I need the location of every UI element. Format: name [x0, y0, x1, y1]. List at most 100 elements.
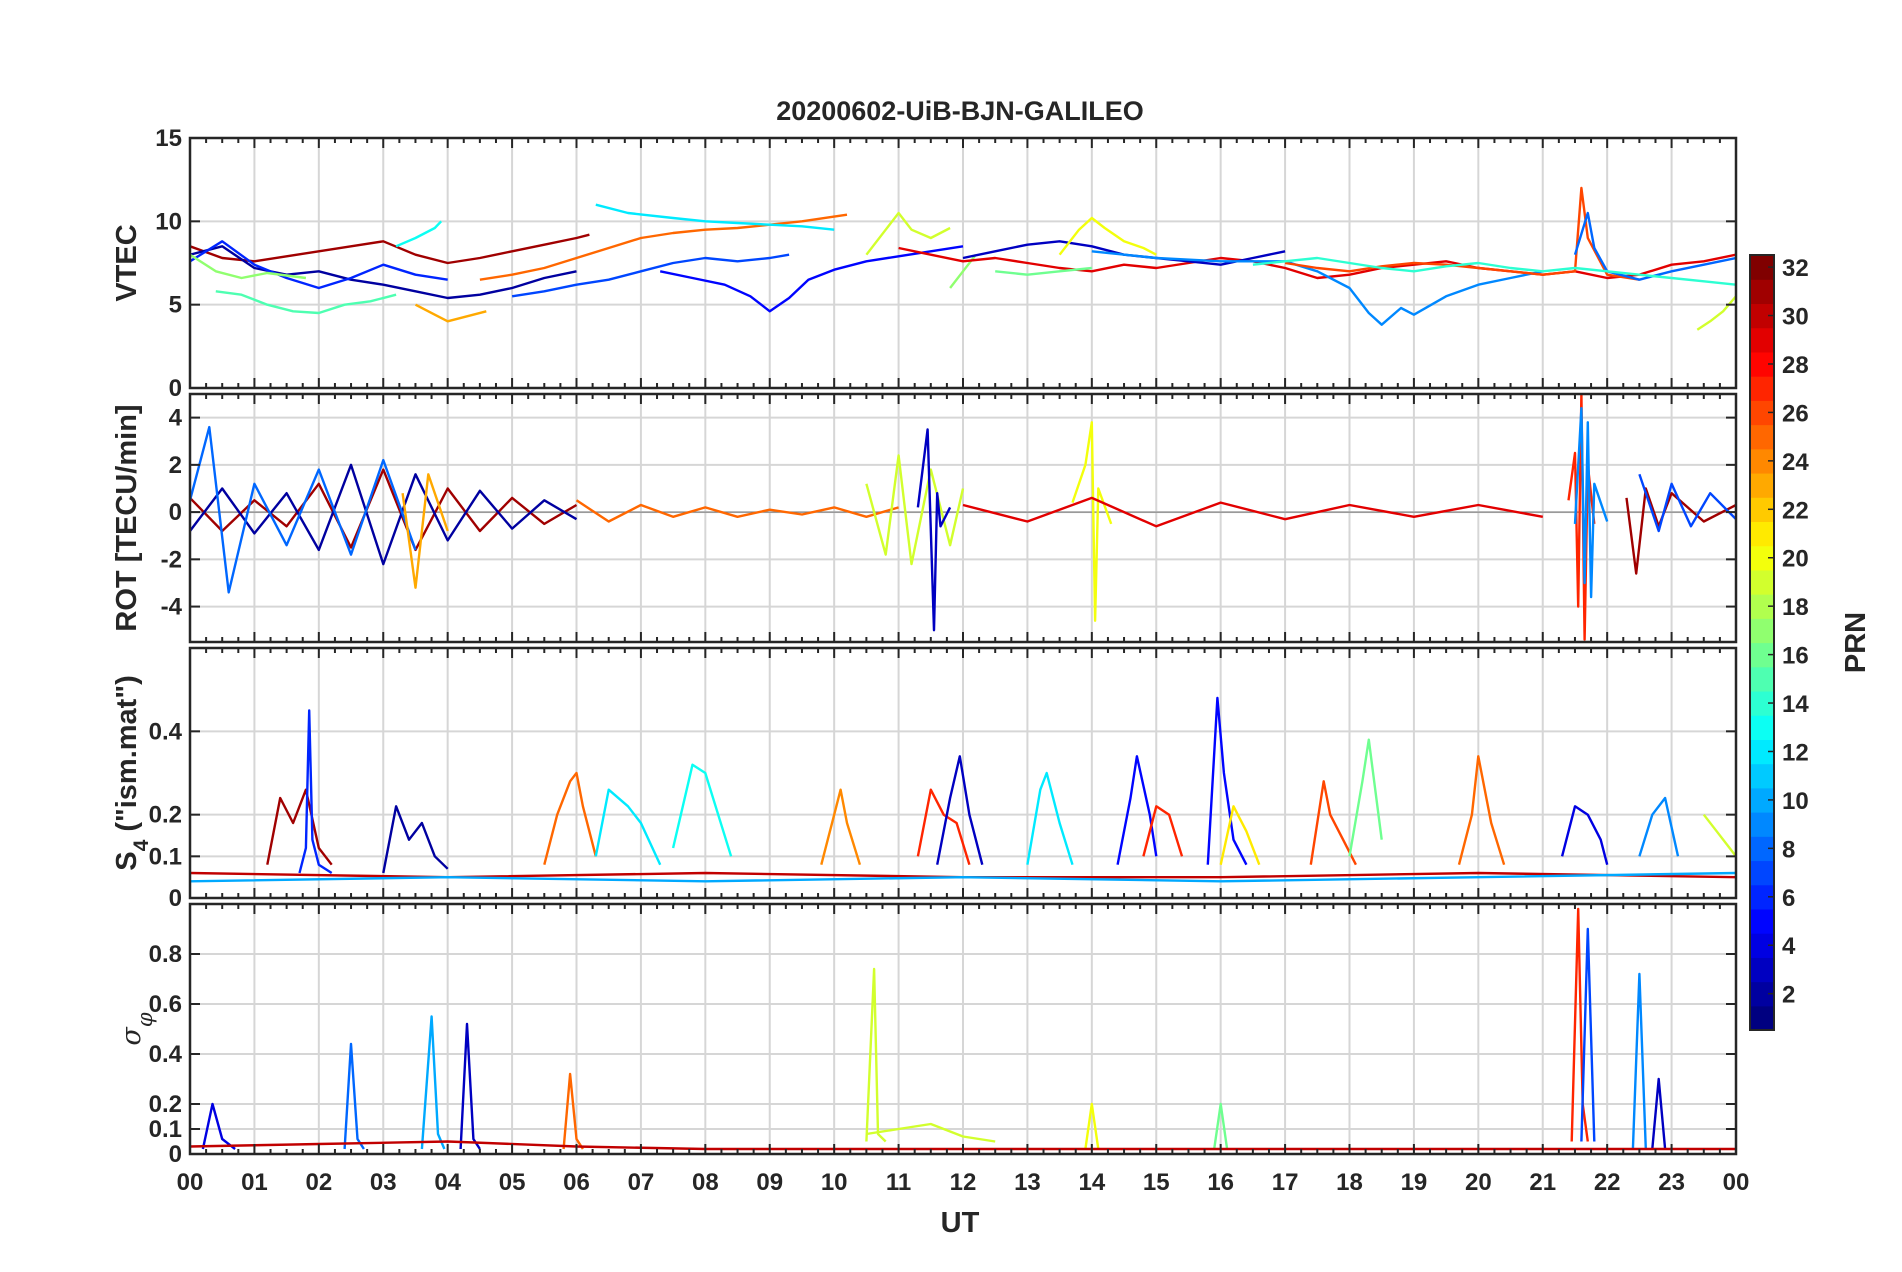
y-tick-label: 4	[169, 405, 183, 432]
y-tick-label: 10	[155, 208, 182, 235]
series-line-prn-31	[190, 468, 578, 552]
series-line-prn-8	[343, 1042, 365, 1150]
colorbar-segment	[1750, 666, 1774, 692]
series-line-prn-15	[215, 290, 397, 315]
series-line-prn-25	[1457, 755, 1506, 866]
x-tick-label: 13	[1014, 1169, 1041, 1196]
colorbar-tick-label: 32	[1782, 255, 1809, 282]
colorbar-segment	[1750, 424, 1774, 450]
series-line-prn-20	[1071, 421, 1113, 622]
x-tick-label: 02	[305, 1169, 332, 1196]
y-tick-label: 0.1	[149, 843, 182, 870]
series-line-prn-25	[543, 771, 597, 865]
x-tick-label: 03	[370, 1169, 397, 1196]
x-tick-label: 19	[1401, 1169, 1428, 1196]
colorbar-segment	[1750, 279, 1774, 305]
series-line-prn-26	[1284, 186, 1640, 281]
colorbar-segment	[1750, 957, 1774, 983]
colorbar-tick-label: 12	[1782, 739, 1809, 766]
x-tick-label: 14	[1078, 1169, 1105, 1196]
y-tick-label: 2	[169, 452, 182, 479]
x-tick-label: 05	[499, 1169, 526, 1196]
colorbar-label: PRN	[1840, 612, 1872, 673]
series-line-prn-7	[1638, 473, 1736, 533]
series-line-prn-12	[1026, 771, 1074, 866]
colorbar-segment	[1750, 763, 1774, 789]
x-tick-label: 10	[821, 1169, 848, 1196]
colorbar-tick-label: 22	[1782, 497, 1809, 524]
panel-s4: 00.10.20.4S4 ("ism.mat")	[111, 646, 1738, 912]
colorbar-tick-label: 16	[1782, 643, 1809, 670]
colorbar-segment	[1750, 472, 1774, 498]
series-line-prn-31	[190, 233, 590, 265]
series-line-prn-21	[1219, 805, 1261, 866]
x-tick-label: 06	[563, 1169, 590, 1196]
series-line-prn-3	[916, 428, 952, 632]
series-line-prn-3	[936, 755, 984, 865]
x-axis-label: UT	[941, 1207, 980, 1239]
series-line-prn-31	[266, 788, 333, 866]
series-line-prn-10	[190, 871, 1736, 883]
series-line-prn-23	[414, 303, 487, 323]
colorbar-tick-label: 10	[1782, 788, 1809, 815]
x-tick-label: 09	[756, 1169, 783, 1196]
x-tick-label: 00	[1723, 1169, 1750, 1196]
colorbar-tick-label: 8	[1782, 836, 1795, 863]
y-axis-label-subscript: φ	[133, 1012, 157, 1027]
colorbar-segment	[1750, 376, 1774, 401]
x-tick-label: 22	[1594, 1169, 1621, 1196]
x-tick-label: 07	[628, 1169, 655, 1196]
y-tick-label: 0	[169, 1141, 182, 1168]
y-tick-label: -2	[161, 546, 182, 573]
x-tick-label: 18	[1336, 1169, 1363, 1196]
series-line-prn-24	[820, 788, 862, 866]
y-tick-label: 0.6	[149, 991, 182, 1018]
x-tick-label: 01	[241, 1169, 268, 1196]
series-line-prn-3	[1651, 1077, 1667, 1150]
x-tick-label: 04	[434, 1169, 461, 1196]
series-line-prn-27	[1142, 805, 1184, 857]
colorbar-frame	[1749, 254, 1775, 1031]
series-line-prn-29	[962, 496, 1544, 528]
colorbar-segment	[1750, 860, 1774, 886]
x-tick-label: 23	[1658, 1169, 1685, 1196]
series-line-prn-8	[1573, 211, 1736, 281]
y-tick-label: 0	[169, 499, 182, 526]
series-line-prn-17	[190, 253, 307, 280]
colorbar-segment	[1750, 715, 1774, 740]
series-line-prn-26	[1309, 780, 1357, 866]
y-axis-label-vtec: VTEC	[111, 224, 143, 301]
series-line-prn-2	[190, 463, 578, 566]
colorbar-tick-label: 18	[1782, 594, 1809, 621]
series-line-prn-13	[395, 220, 443, 248]
x-tick-label: 00	[177, 1169, 204, 1196]
x-tick-label: 11	[886, 1169, 911, 1196]
series-line-prn-16	[1348, 738, 1383, 857]
series-line-prn-7	[1580, 927, 1596, 1142]
series-line-prn-27	[916, 788, 971, 866]
series-line-prn-25	[575, 499, 899, 523]
colorbar-segment	[1750, 618, 1774, 644]
series-line-prn-31	[1625, 487, 1736, 575]
y-tick-label: 0.8	[149, 941, 182, 968]
colorbar-segment	[1750, 908, 1774, 934]
series-line-prn-19	[865, 454, 965, 566]
series-line-prn-6	[298, 709, 333, 875]
series-line-prn-19	[866, 1122, 996, 1143]
series-line-prn-19	[1702, 813, 1736, 858]
colorbar-segment	[1750, 1005, 1774, 1031]
x-tick-label: 20	[1465, 1169, 1492, 1196]
series-line-prn-4	[1560, 805, 1609, 866]
y-axis-label-sigma_phi: σφ	[116, 1012, 157, 1045]
y-tick-label: 5	[169, 292, 182, 319]
colorbar-segment	[1750, 327, 1774, 353]
colorbar-segment	[1750, 812, 1774, 837]
series-line-prn-19	[1696, 295, 1736, 331]
y-tick-label: 0	[169, 375, 182, 402]
y-tick-label: 15	[155, 125, 182, 152]
x-tick-label: 08	[692, 1169, 719, 1196]
series-line-prn-27	[1570, 907, 1589, 1142]
colorbar-segment	[1750, 521, 1774, 547]
colorbar-tick-label: 2	[1782, 982, 1795, 1009]
